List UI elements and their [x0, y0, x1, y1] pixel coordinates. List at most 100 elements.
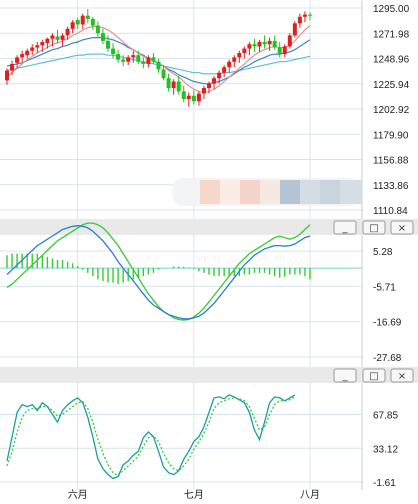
x-tick-label: 八月	[300, 489, 320, 501]
y-tick-label: -1.61	[373, 478, 396, 489]
candle-up	[60, 35, 65, 40]
candle-up	[35, 45, 40, 48]
candle-down	[121, 59, 126, 62]
macd-panel-header	[0, 219, 418, 235]
candle-up	[126, 57, 131, 62]
y-tick-label: 1133.86	[373, 181, 409, 192]
candle-down	[166, 78, 171, 89]
candle-down	[181, 91, 186, 100]
candle-up	[297, 16, 302, 24]
close-icon: ×	[398, 223, 406, 234]
candle-up	[287, 35, 292, 47]
candle-down	[272, 40, 277, 48]
kd-series	[6, 394, 296, 480]
candle-up	[222, 67, 227, 73]
candle-up	[30, 47, 35, 51]
candle-up	[146, 57, 151, 64]
candle-down	[75, 20, 80, 25]
candle-up	[25, 50, 30, 56]
minimize-button[interactable]: _	[333, 368, 357, 383]
candle-up	[267, 40, 272, 45]
candle-down	[85, 15, 90, 19]
candle-up	[237, 52, 242, 58]
restore-button-frame[interactable]	[362, 368, 386, 383]
candle-up	[10, 63, 15, 71]
candle-up	[40, 42, 45, 46]
restore-button[interactable]: □	[362, 220, 386, 235]
restore-icon: □	[369, 371, 378, 382]
candle-down	[136, 55, 141, 62]
y-tick-label: 1225.94	[373, 80, 410, 91]
candle-down	[95, 25, 100, 34]
y-tick-label: 67.85	[373, 411, 398, 422]
close-button-frame[interactable]	[390, 368, 414, 383]
price-panel: 1295.00 1271.98 1248.96 1225.94 1202.92 1179.…	[5, 4, 410, 217]
candle-down	[252, 44, 257, 47]
kd-d-line	[6, 396, 296, 477]
candle-up	[292, 23, 297, 36]
candle-down	[151, 57, 156, 62]
y-tick-label: 33.12	[373, 444, 398, 455]
candle-up	[217, 72, 222, 79]
candle-up	[186, 95, 191, 100]
candle-up	[212, 78, 217, 84]
kd-k-line	[6, 394, 296, 480]
candle-up	[65, 28, 70, 36]
candle-up	[207, 83, 211, 89]
candle-up	[70, 22, 75, 29]
macd-axis-labels: 5.28 -5.71 -16.69 -27.68	[373, 247, 402, 364]
price-axis-labels: 1295.00 1271.98 1248.96 1225.94 1202.92 1179.…	[373, 4, 410, 217]
candle-down	[55, 36, 60, 40]
candle-down	[106, 40, 110, 49]
candle-down	[308, 14, 312, 16]
macd-panel: _ □ × 5.28 -5.71 -16.69 -27.68	[0, 219, 418, 364]
candle-up	[196, 93, 201, 102]
candle-down	[90, 18, 95, 26]
y-tick-label: -5.71	[373, 282, 396, 293]
y-tick-label: 1202.92	[373, 105, 410, 116]
candle-up	[232, 57, 237, 62]
candle-down	[262, 42, 267, 45]
blurred-watermark	[172, 178, 362, 206]
candle-up	[282, 46, 287, 55]
close-icon: ×	[398, 371, 406, 382]
close-button-frame[interactable]	[390, 220, 414, 235]
kd-panel-header	[0, 367, 418, 383]
candlestick-series	[5, 9, 312, 107]
y-tick-label: 1156.88	[373, 156, 409, 167]
candle-up	[302, 14, 307, 17]
candle-up	[247, 44, 252, 49]
minimize-button-frame[interactable]	[333, 368, 357, 383]
minimize-button[interactable]: _	[333, 220, 357, 235]
candle-down	[116, 54, 121, 60]
minimize-button-frame[interactable]	[333, 220, 357, 235]
restore-button[interactable]: □	[362, 368, 386, 383]
y-tick-label: 1295.00	[373, 4, 410, 15]
candle-up	[50, 35, 55, 39]
restore-button-frame[interactable]	[362, 220, 386, 235]
kd-panel: _ □ × 67.85 33.12 -1.61	[0, 367, 418, 489]
macd-dif-line	[6, 225, 311, 320]
minimize-icon: _	[342, 223, 349, 234]
candle-down	[161, 69, 166, 79]
candle-down	[277, 47, 282, 55]
candle-down	[141, 61, 146, 64]
candle-up	[257, 42, 262, 47]
candle-up	[45, 38, 50, 44]
macd-dea-line	[6, 222, 311, 321]
candle-up	[80, 15, 85, 25]
macd-series	[0, 222, 362, 321]
x-tick-label: 六月	[68, 489, 88, 501]
y-tick-label: 1271.98	[373, 29, 410, 40]
x-tick-label: 七月	[184, 489, 204, 501]
candle-down	[176, 81, 181, 92]
y-tick-label: -27.68	[373, 353, 402, 364]
kd-axis-labels: 67.85 33.12 -1.61	[373, 411, 398, 489]
close-button[interactable]: ×	[390, 220, 414, 235]
date-axis-labels: 六月 七月 八月	[68, 489, 320, 501]
y-tick-label: 5.28	[373, 247, 393, 258]
close-button[interactable]: ×	[390, 368, 414, 383]
candle-up	[15, 57, 20, 63]
macd-window-controls: _ □ ×	[333, 220, 414, 235]
